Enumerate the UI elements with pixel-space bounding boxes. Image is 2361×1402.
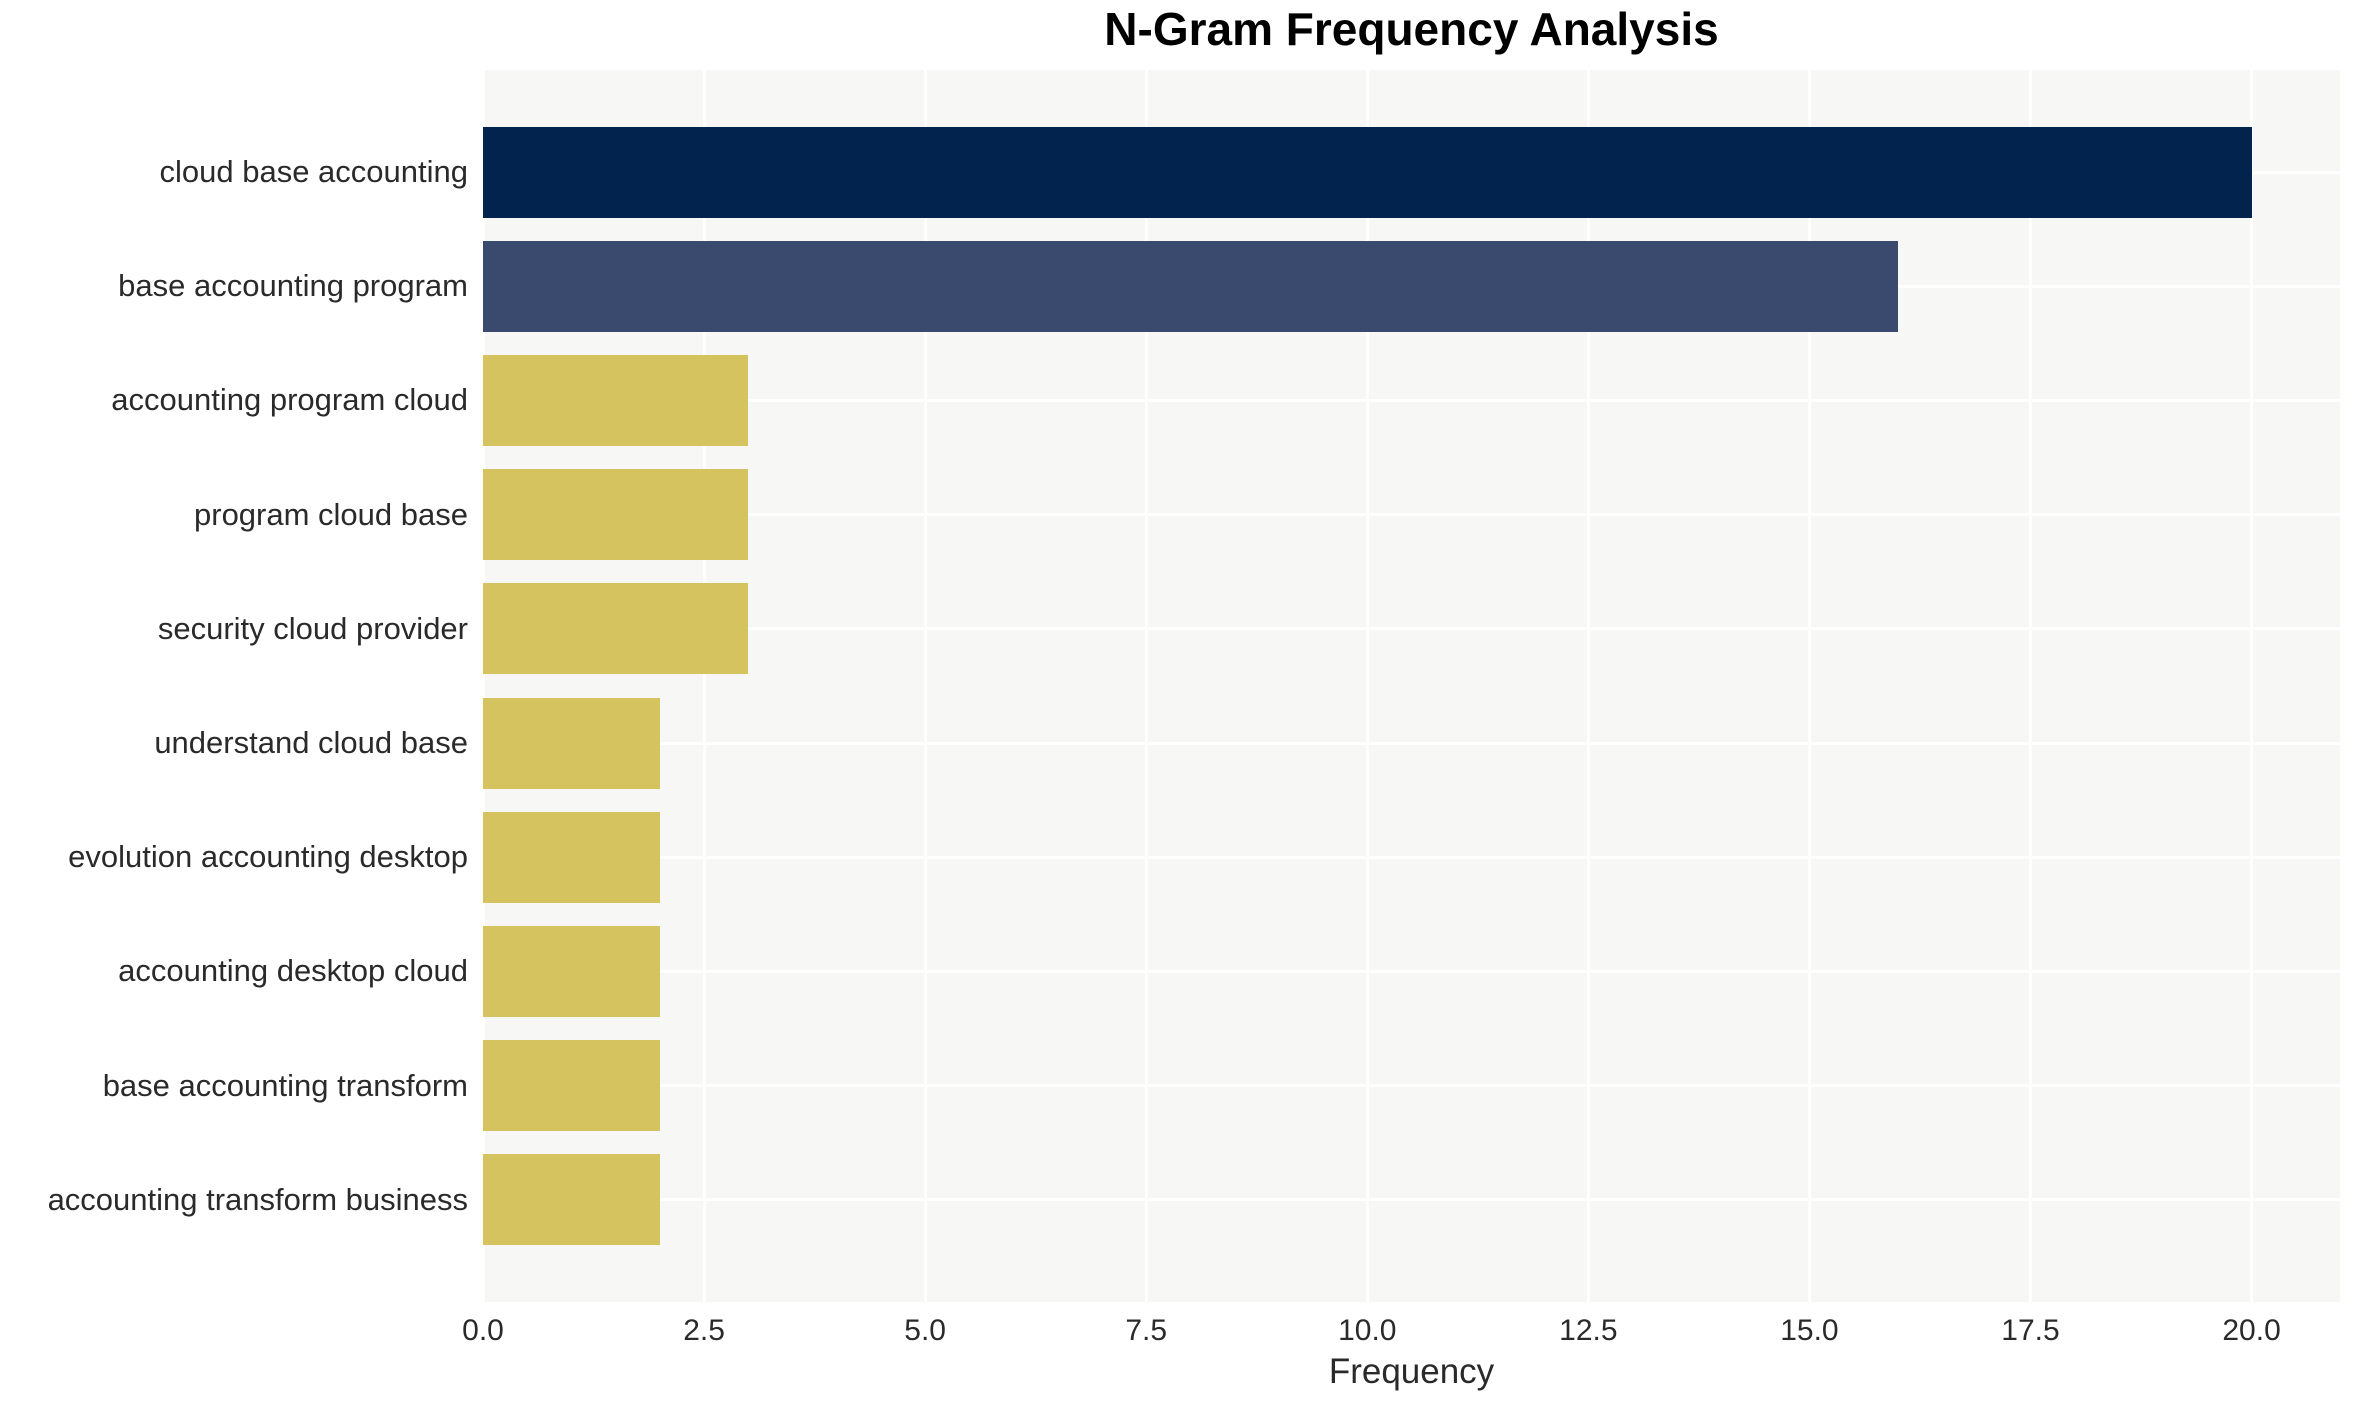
x-tick-label: 2.5 [683,1314,725,1347]
x-tick-label: 7.5 [1125,1314,1168,1347]
bar [483,697,660,789]
category-label: accounting transform business [47,1181,468,1217]
chart-title: N-Gram Frequency Analysis [1104,3,1719,55]
bar [483,240,1898,332]
y-gridline [483,741,2340,745]
y-gridline [483,1198,2340,1202]
x-tick-label: 0.0 [462,1314,504,1347]
x-tick-label: 10.0 [1338,1314,1397,1347]
y-gridline [483,627,2340,631]
x-gridline [481,70,485,1302]
x-tick-label: 15.0 [1780,1314,1839,1347]
bar [483,1040,660,1132]
category-label: accounting desktop cloud [118,953,468,989]
bar [483,355,749,446]
x-tick-label: 5.0 [904,1314,946,1347]
x-gridline [1365,70,1369,1302]
x-gridline [1144,70,1148,1302]
bar [483,1154,660,1246]
y-gridline [483,970,2340,973]
category-label: program cloud base [194,496,468,532]
category-label: understand cloud base [154,725,468,760]
category-label: cloud base accounting [159,154,468,189]
x-gridline [923,70,927,1302]
bar [483,926,660,1017]
x-gridline [2029,70,2032,1302]
x-gridline [2250,70,2254,1302]
category-label: evolution accounting desktop [68,839,468,875]
category-label: security cloud provider [157,610,468,646]
x-gridline [1586,70,1590,1302]
x-tick-label: 12.5 [1559,1314,1618,1347]
bar [483,811,660,903]
category-label: base accounting program [118,268,468,304]
bar [483,126,2252,218]
x-tick-label: 17.5 [2001,1314,2060,1347]
y-gridline [483,1084,2340,1088]
bar [483,469,749,561]
plot-area [481,70,2340,1302]
category-label: base accounting transform [102,1067,468,1103]
y-gridline [483,513,2340,517]
x-tick-label: 20.0 [2222,1314,2281,1347]
y-gridline [483,855,2340,859]
x-gridline [702,70,706,1302]
category-label: accounting program cloud [111,382,468,418]
bar [483,583,749,675]
x-axis-title: Frequency [1328,1352,1495,1391]
x-gridline [1807,70,1811,1302]
y-gridline [483,399,2340,402]
